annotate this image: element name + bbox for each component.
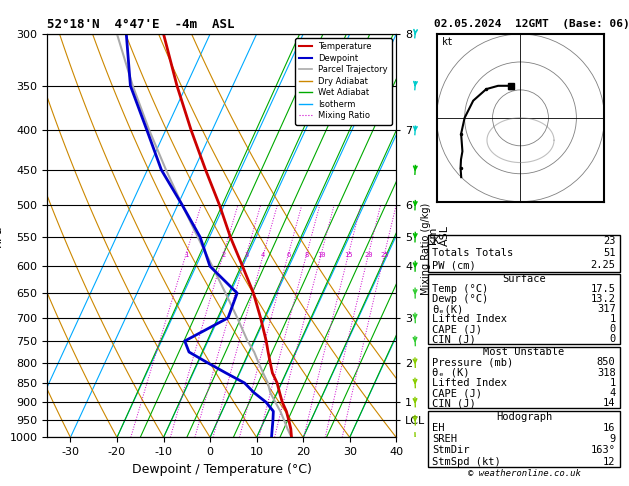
Text: 4: 4	[610, 388, 616, 398]
Text: 14: 14	[603, 399, 616, 408]
Text: CAPE (J): CAPE (J)	[432, 388, 482, 398]
Text: StmDir: StmDir	[432, 445, 470, 455]
Text: 3: 3	[244, 252, 248, 258]
Bar	[428, 347, 620, 408]
Text: 25: 25	[380, 252, 389, 258]
Text: 13.2: 13.2	[591, 295, 616, 304]
Text: SREH: SREH	[432, 434, 457, 444]
Text: 850: 850	[597, 357, 616, 367]
Text: 10: 10	[317, 252, 325, 258]
Text: CIN (J): CIN (J)	[432, 334, 476, 344]
Bar	[428, 274, 620, 344]
Text: PW (cm): PW (cm)	[432, 260, 476, 271]
Text: 12: 12	[603, 456, 616, 467]
Text: 51: 51	[603, 248, 616, 259]
Text: 318: 318	[597, 367, 616, 378]
Text: Totals Totals: Totals Totals	[432, 248, 513, 259]
Legend: Temperature, Dewpoint, Parcel Trajectory, Dry Adiabat, Wet Adiabat, Isotherm, Mi: Temperature, Dewpoint, Parcel Trajectory…	[295, 38, 392, 124]
Text: Mixing Ratio (g/kg): Mixing Ratio (g/kg)	[421, 203, 431, 295]
Text: Pressure (mb): Pressure (mb)	[432, 357, 513, 367]
X-axis label: Dewpoint / Temperature (°C): Dewpoint / Temperature (°C)	[132, 463, 311, 476]
Text: Lifted Index: Lifted Index	[432, 378, 508, 388]
Text: kt: kt	[442, 37, 454, 47]
Text: 0: 0	[610, 334, 616, 344]
Text: CIN (J): CIN (J)	[432, 399, 476, 408]
Text: 9: 9	[610, 434, 616, 444]
Text: Hodograph: Hodograph	[496, 412, 552, 422]
Text: CAPE (J): CAPE (J)	[432, 324, 482, 334]
Bar	[428, 235, 620, 272]
Text: 1: 1	[610, 378, 616, 388]
Text: 17.5: 17.5	[591, 284, 616, 295]
Y-axis label: km
ASL: km ASL	[428, 225, 450, 246]
Text: StmSpd (kt): StmSpd (kt)	[432, 456, 501, 467]
Text: 15: 15	[344, 252, 353, 258]
Text: 20: 20	[364, 252, 372, 258]
Text: Dewp (°C): Dewp (°C)	[432, 295, 489, 304]
Text: 8: 8	[304, 252, 309, 258]
Text: 02.05.2024  12GMT  (Base: 06): 02.05.2024 12GMT (Base: 06)	[433, 19, 629, 30]
Text: 52°18'N  4°47'E  -4m  ASL: 52°18'N 4°47'E -4m ASL	[47, 18, 235, 32]
Text: 163°: 163°	[591, 445, 616, 455]
Text: 2.25: 2.25	[591, 260, 616, 271]
Text: 1: 1	[610, 314, 616, 324]
Text: Most Unstable: Most Unstable	[483, 347, 565, 357]
Text: 0: 0	[610, 324, 616, 334]
Text: K: K	[432, 236, 438, 246]
Text: 317: 317	[597, 304, 616, 314]
Text: 23: 23	[603, 236, 616, 246]
Text: 16: 16	[603, 423, 616, 433]
Text: © weatheronline.co.uk: © weatheronline.co.uk	[467, 469, 581, 478]
Text: Lifted Index: Lifted Index	[432, 314, 508, 324]
Text: 6: 6	[286, 252, 290, 258]
Text: Temp (°C): Temp (°C)	[432, 284, 489, 295]
Text: Surface: Surface	[502, 274, 546, 284]
Text: EH: EH	[432, 423, 445, 433]
Text: 4: 4	[261, 252, 265, 258]
Y-axis label: hPa: hPa	[0, 225, 4, 247]
Bar	[428, 411, 620, 467]
Text: 1: 1	[184, 252, 188, 258]
Text: 2: 2	[221, 252, 225, 258]
Text: θₑ (K): θₑ (K)	[432, 367, 470, 378]
Text: θₑ(K): θₑ(K)	[432, 304, 464, 314]
